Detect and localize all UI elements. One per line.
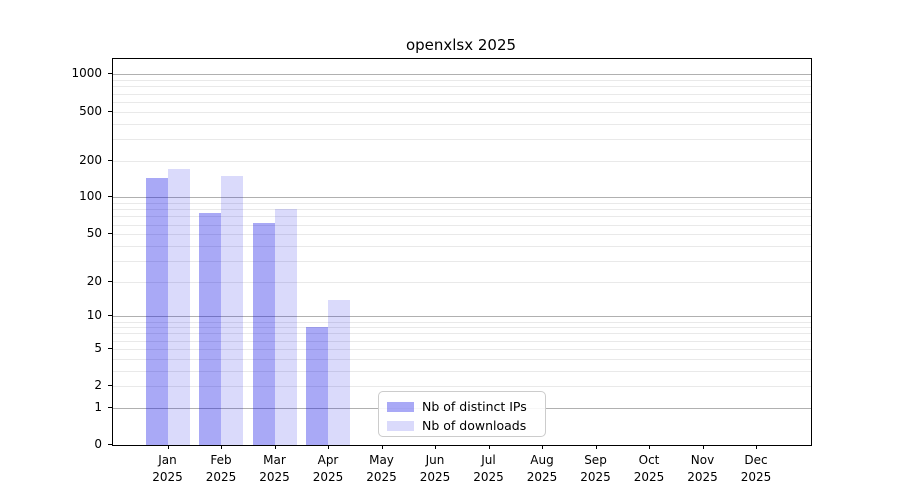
bar-ips-feb: [199, 212, 221, 445]
plot-area: [112, 58, 812, 446]
y-tick-label-200: 200: [79, 152, 102, 167]
bar-downloads-mar: [274, 209, 297, 445]
major-gridline-10: [113, 316, 811, 318]
major-gridline-100: [113, 197, 811, 199]
x-tick-mark-jun: [435, 445, 436, 449]
x-tick-label-mar: Mar 2025: [259, 453, 290, 484]
y-tick-label-1000: 1000: [71, 66, 102, 81]
x-tick-mark-oct: [649, 445, 650, 449]
minor-gridline-30: [113, 260, 811, 262]
y-tick-label-10: 10: [86, 308, 102, 323]
minor-gridline-3: [113, 370, 811, 372]
minor-gridline-50: [113, 234, 811, 236]
x-tick-mark-sep: [595, 445, 597, 449]
minor-gridline-9: [113, 321, 811, 323]
y-tick-mark-2: [108, 385, 112, 387]
y-tick-label-500: 500: [79, 103, 102, 118]
bar-downloads-feb: [221, 175, 243, 445]
minor-gridline-60: [113, 224, 811, 226]
y-tick-mark-50: [108, 233, 112, 235]
y-tick-label-5: 5: [94, 340, 102, 355]
bar-downloads-jan: [167, 169, 190, 445]
legend-row-downloads: Nb of downloads: [379, 416, 545, 435]
legend-label-downloads: Nb of downloads: [422, 418, 527, 433]
x-tick-label-may: May 2025: [366, 453, 397, 484]
y-tick-mark-1000: [108, 73, 112, 75]
x-tick-label-dec: Dec 2025: [740, 453, 772, 484]
minor-gridline-90: [113, 203, 811, 205]
y-tick-mark-10: [108, 315, 112, 317]
x-tick-label-nov: Nov 2025: [687, 453, 718, 484]
bar-ips-mar: [252, 222, 275, 445]
x-tick-mark-feb: [221, 445, 222, 449]
bar-ips-apr: [306, 327, 328, 445]
x-tick-mark-mar: [274, 445, 276, 449]
y-tick-label-100: 100: [79, 189, 102, 204]
minor-gridline-6: [113, 340, 811, 342]
minor-gridline-4: [113, 358, 811, 360]
x-tick-label-oct: Oct 2025: [633, 453, 665, 484]
legend-swatch-downloads: [387, 420, 414, 431]
minor-gridline-700: [113, 93, 811, 95]
legend-swatch-distinct-ips: [387, 401, 414, 412]
minor-gridline-8: [113, 327, 811, 329]
y-tick-label-50: 50: [86, 226, 102, 241]
minor-gridline-200: [113, 160, 811, 162]
y-tick-mark-500: [108, 110, 112, 112]
minor-gridline-20: [113, 281, 811, 283]
minor-gridline-300: [113, 138, 811, 140]
y-tick-mark-1: [108, 406, 112, 408]
legend-label-distinct-ips: Nb of distinct IPs: [422, 399, 527, 414]
minor-gridline-800: [113, 86, 811, 88]
x-tick-label-jul: Jul 2025: [473, 453, 504, 484]
y-tick-mark-20: [108, 280, 112, 282]
minor-gridline-5: [113, 348, 811, 350]
minor-gridline-2: [113, 386, 811, 388]
y-tick-label-0: 0: [94, 437, 102, 451]
minor-gridline-70: [113, 216, 811, 218]
x-tick-mark-jul: [488, 445, 490, 449]
minor-gridline-600: [113, 101, 811, 103]
x-tick-mark-apr: [328, 445, 329, 449]
x-tick-label-apr: Apr 2025: [312, 453, 344, 484]
minor-gridline-400: [113, 123, 811, 125]
legend: Nb of distinct IPs Nb of downloads: [378, 391, 546, 437]
y-tick-label-1: 1: [94, 399, 102, 414]
minor-gridline-500: [113, 111, 811, 113]
x-tick-mark-aug: [542, 445, 543, 449]
y-tick-mark-5: [108, 347, 112, 349]
x-tick-label-feb: Feb 2025: [205, 453, 237, 484]
x-tick-label-jan: Jan 2025: [152, 453, 183, 484]
y-tick-mark-100: [108, 196, 112, 198]
minor-gridline-80: [113, 209, 811, 211]
minor-gridline-900: [113, 80, 811, 82]
minor-gridline-40: [113, 245, 811, 247]
x-tick-label-jun: Jun 2025: [419, 453, 451, 484]
x-tick-mark-jan: [167, 445, 169, 449]
chart-title: openxlsx 2025: [405, 36, 517, 54]
legend-row-distinct-ips: Nb of distinct IPs: [379, 397, 545, 416]
x-tick-mark-may: [381, 445, 383, 449]
y-tick-mark-0: [108, 444, 112, 445]
bar-ips-jan: [145, 177, 168, 445]
x-tick-label-aug: Aug 2025: [526, 453, 558, 484]
minor-gridline-7: [113, 333, 811, 335]
y-tick-mark-200: [108, 159, 112, 161]
x-tick-mark-nov: [702, 445, 704, 449]
x-tick-mark-dec: [756, 445, 757, 449]
y-tick-label-2: 2: [94, 378, 102, 393]
x-tick-label-sep: Sep 2025: [580, 453, 611, 484]
major-gridline-1000: [113, 74, 811, 76]
bar-downloads-apr: [328, 299, 350, 445]
y-tick-label-20: 20: [86, 273, 102, 288]
